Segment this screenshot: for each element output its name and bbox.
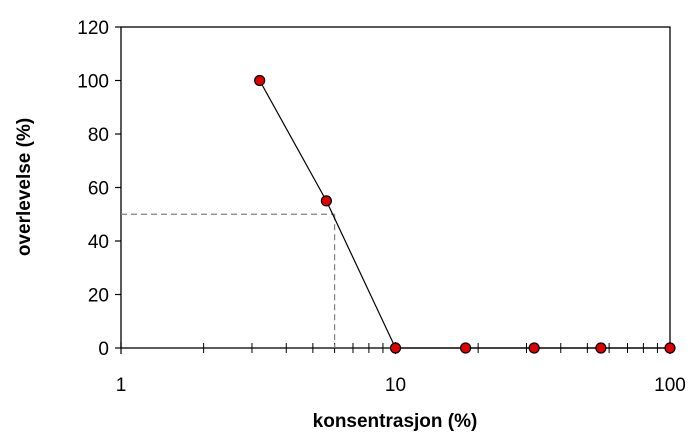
y-tick-label: 80 xyxy=(88,125,109,146)
data-point xyxy=(528,342,540,354)
y-tick-label: 20 xyxy=(88,286,109,307)
reference-lines xyxy=(121,213,336,348)
plot-area xyxy=(120,26,671,349)
data-point xyxy=(595,342,607,354)
y-tick-label: 100 xyxy=(77,72,109,93)
y-tick-label: 40 xyxy=(88,232,109,253)
x-axis-title: konsentrasjon (%) xyxy=(313,411,478,432)
x-tick-label: 10 xyxy=(385,375,406,396)
y-tick-label: 120 xyxy=(77,18,109,39)
data-point xyxy=(254,74,266,87)
data-point xyxy=(459,342,472,354)
data-point xyxy=(389,342,402,354)
y-axis-ticks: 0 20 40 60 80 100 120 xyxy=(77,18,121,360)
data-point xyxy=(320,195,332,207)
y-tick-label: 60 xyxy=(88,179,109,200)
x-tick-label: 100 xyxy=(654,375,686,396)
data-points xyxy=(254,74,676,354)
x-tick-label: 1 xyxy=(116,375,127,396)
y-axis-title: overlevelse (%) xyxy=(14,118,35,256)
y-tick-label: 0 xyxy=(98,339,109,360)
data-point xyxy=(664,342,676,354)
